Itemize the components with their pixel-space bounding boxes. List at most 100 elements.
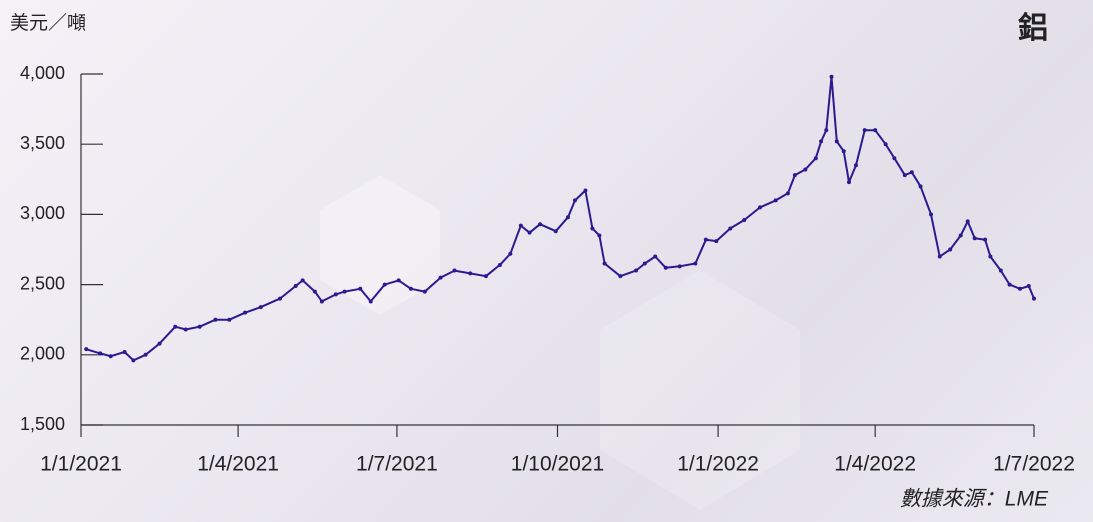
- data-point: [122, 349, 127, 354]
- data-point: [792, 173, 797, 178]
- y-tick-label: 3,000: [20, 203, 65, 223]
- data-point: [300, 278, 305, 283]
- data-point: [173, 324, 178, 329]
- data-point: [728, 226, 733, 231]
- data-point: [483, 274, 488, 279]
- data-point: [565, 215, 570, 220]
- price-line: [85, 75, 1035, 362]
- data-point: [834, 139, 839, 144]
- data-point: [918, 184, 923, 189]
- y-tick-label: 4,000: [20, 63, 65, 83]
- data-point: [663, 265, 668, 270]
- data-point: [948, 247, 953, 252]
- data-point: [677, 264, 682, 269]
- data-point: [757, 205, 762, 210]
- data-point: [909, 170, 914, 175]
- chart-title: 鋁: [1018, 11, 1048, 45]
- data-point: [293, 284, 298, 289]
- data-point: [358, 286, 363, 291]
- data-point: [597, 233, 602, 238]
- data-point: [773, 198, 778, 203]
- data-point: [468, 271, 473, 276]
- data-point: [497, 262, 502, 267]
- data-point: [998, 268, 1003, 273]
- x-tick-label: 1/4/2021: [197, 453, 279, 476]
- data-point: [131, 358, 136, 363]
- y-tick-label: 3,500: [20, 133, 65, 153]
- data-point: [408, 286, 413, 291]
- data-point: [803, 167, 808, 172]
- x-tick-label: 1/7/2021: [356, 453, 438, 476]
- data-point: [958, 233, 963, 238]
- data-point: [368, 299, 373, 304]
- data-point: [1026, 284, 1031, 289]
- data-point: [883, 142, 888, 147]
- data-point: [277, 296, 282, 301]
- data-point: [527, 230, 532, 235]
- data-point: [396, 278, 401, 283]
- data-point: [829, 74, 834, 79]
- data-point: [873, 128, 878, 133]
- x-tick-label: 1/1/2022: [677, 453, 759, 476]
- data-point: [319, 299, 324, 304]
- data-point: [227, 317, 232, 322]
- data-point: [937, 254, 942, 259]
- data-point: [143, 352, 148, 357]
- data-point: [634, 268, 639, 273]
- data-point: [892, 156, 897, 161]
- data-point: [618, 274, 623, 279]
- data-point: [382, 282, 387, 287]
- data-point: [452, 268, 457, 273]
- data-point: [508, 251, 513, 256]
- data-point: [213, 317, 218, 322]
- data-point: [333, 292, 338, 297]
- data-point: [846, 180, 851, 185]
- data-point: [84, 347, 89, 352]
- data-point: [824, 128, 829, 133]
- data-point: [902, 173, 907, 178]
- y-tick-label: 2,000: [20, 344, 65, 364]
- data-point: [841, 149, 846, 154]
- data-point: [157, 341, 162, 346]
- data-point: [553, 229, 558, 234]
- data-point: [813, 156, 818, 161]
- data-point: [703, 237, 708, 242]
- data-point: [590, 226, 595, 231]
- data-point: [1032, 296, 1036, 301]
- data-point: [438, 275, 443, 280]
- data-point: [742, 218, 747, 223]
- data-point: [853, 163, 858, 168]
- data-point: [929, 212, 934, 217]
- data-point: [965, 219, 970, 224]
- x-tick-label: 1/4/2022: [834, 453, 916, 476]
- data-point: [714, 239, 719, 244]
- data-point: [243, 310, 248, 315]
- data-point: [422, 289, 427, 294]
- data-point: [983, 237, 988, 242]
- data-point: [108, 354, 113, 359]
- data-point: [972, 236, 977, 241]
- background-hexagon: [320, 175, 440, 315]
- data-point: [258, 305, 263, 310]
- data-point: [98, 351, 103, 356]
- background-hexagon: [600, 270, 800, 510]
- data-point: [312, 289, 317, 294]
- x-tick-label: 1/1/2021: [40, 453, 122, 476]
- y-tick-label: 1,500: [20, 414, 65, 434]
- source-note: 數據來源：LME: [900, 488, 1049, 511]
- x-tick-label: 1/10/2021: [511, 453, 604, 476]
- data-point: [653, 254, 658, 259]
- data-point: [693, 261, 698, 266]
- data-point: [1018, 286, 1023, 291]
- data-point: [583, 188, 588, 193]
- y-tick-label: 2,500: [20, 273, 65, 293]
- unit-label: 美元／噸: [10, 12, 86, 34]
- data-point: [572, 198, 577, 203]
- x-tick-label: 1/7/2022: [993, 453, 1075, 476]
- data-point: [785, 191, 790, 196]
- data-point: [819, 139, 824, 144]
- data-point: [342, 289, 347, 294]
- data-point: [642, 261, 647, 266]
